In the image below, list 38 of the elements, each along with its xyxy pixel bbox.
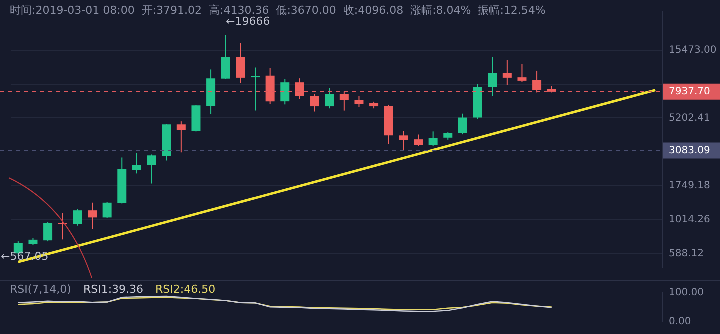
candlestick bbox=[44, 222, 53, 242]
candlestick bbox=[176, 121, 186, 154]
annotation: ←19666 bbox=[226, 15, 270, 28]
candlestick bbox=[147, 154, 156, 184]
candlestick bbox=[354, 96, 364, 108]
candlestick bbox=[73, 208, 82, 226]
y-tick-label: 5202.41 bbox=[669, 112, 710, 124]
series-label: RSI2:46.50 bbox=[156, 283, 216, 296]
candlestick bbox=[280, 78, 290, 106]
annotation: 时间:2019-03-01 08:00 开:3791.02 高:4130.36 低:3670.00 收:4096.08 涨幅:8.04% 振幅:12.54% bbox=[10, 3, 546, 17]
candlestick bbox=[295, 78, 304, 100]
candlestick bbox=[532, 70, 542, 94]
candlestick bbox=[310, 94, 320, 112]
candlestick bbox=[102, 202, 112, 219]
series-label: RSI1:39.36 bbox=[83, 283, 144, 296]
candlestick bbox=[518, 64, 527, 83]
y-tick-label: 15473.00 bbox=[669, 45, 717, 56]
candlestick bbox=[428, 131, 438, 147]
ref-line-label: 7937.70 bbox=[669, 86, 710, 98]
candlestick bbox=[340, 91, 349, 112]
candlestick bbox=[502, 60, 512, 86]
candlestick bbox=[251, 67, 260, 112]
candlestick bbox=[132, 152, 142, 174]
candlestick bbox=[325, 88, 334, 110]
y-tick-label: 100.00 bbox=[669, 288, 704, 299]
chart-title: RSI(7,14,0) bbox=[10, 283, 72, 296]
y-tick-label: 0.00 bbox=[669, 316, 692, 328]
candlestick bbox=[414, 134, 423, 147]
y-tick-label: 1749.18 bbox=[669, 180, 710, 192]
y-tick-label: 1014.26 bbox=[669, 214, 710, 226]
candlestick bbox=[399, 130, 408, 152]
candlestick bbox=[221, 35, 230, 80]
candlestick bbox=[488, 56, 498, 97]
candlestick bbox=[458, 113, 468, 136]
candlestick bbox=[88, 202, 97, 230]
y-tick-label: 588.12 bbox=[669, 248, 704, 260]
candlestick bbox=[236, 42, 246, 84]
ref-line-label: 3083.09 bbox=[669, 145, 710, 156]
